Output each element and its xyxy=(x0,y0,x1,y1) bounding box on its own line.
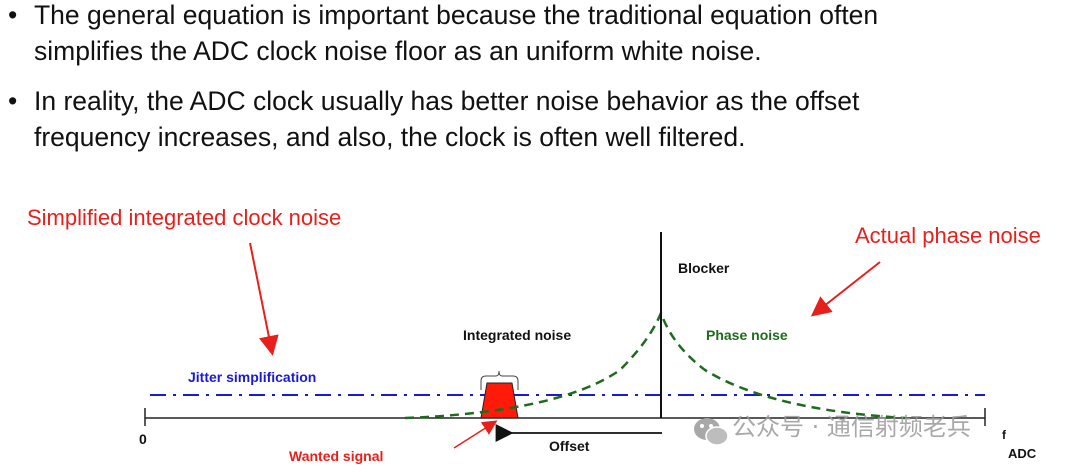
axis-end-adc-label: ADC xyxy=(1008,446,1037,461)
watermark-text: 公众号 · 通信射频老兵 xyxy=(732,413,971,441)
bullet-dot: • xyxy=(8,86,18,116)
integrated-noise-label: Integrated noise xyxy=(463,327,572,343)
axis-origin-label: 0 xyxy=(139,431,147,447)
callout-actual-phase-noise: Actual phase noise xyxy=(855,223,1041,248)
offset-label: Offset xyxy=(549,438,590,454)
wechat-icon xyxy=(694,418,729,446)
bullet-2: • In reality, the ADC clock usually has … xyxy=(8,83,1078,155)
bullet-line: simplifies the ADC clock noise floor as … xyxy=(34,36,762,66)
bullet-line: frequency increases, and also, the clock… xyxy=(34,122,746,152)
bullet-line: The general equation is important becaus… xyxy=(34,0,879,30)
integrated-noise-bracket xyxy=(480,370,519,390)
blocker-label: Blocker xyxy=(678,260,730,276)
bullet-dot: • xyxy=(8,0,18,30)
callout-arrow-right xyxy=(810,261,881,317)
bullet-line: In reality, the ADC clock usually has be… xyxy=(34,86,860,116)
axis-end-f-label: f xyxy=(1002,428,1006,442)
bullet-1: • The general equation is important beca… xyxy=(8,0,1078,69)
callout-arrow-left xyxy=(249,242,279,356)
wanted-signal-arrow xyxy=(453,420,498,449)
wanted-signal-shape xyxy=(480,382,519,419)
phase-noise-label: Phase noise xyxy=(706,327,788,343)
wanted-signal-label: Wanted signal xyxy=(289,448,384,464)
callout-simplified-noise: Simplified integrated clock noise xyxy=(27,205,342,230)
jitter-simplification-label: Jitter simplification xyxy=(188,369,317,385)
